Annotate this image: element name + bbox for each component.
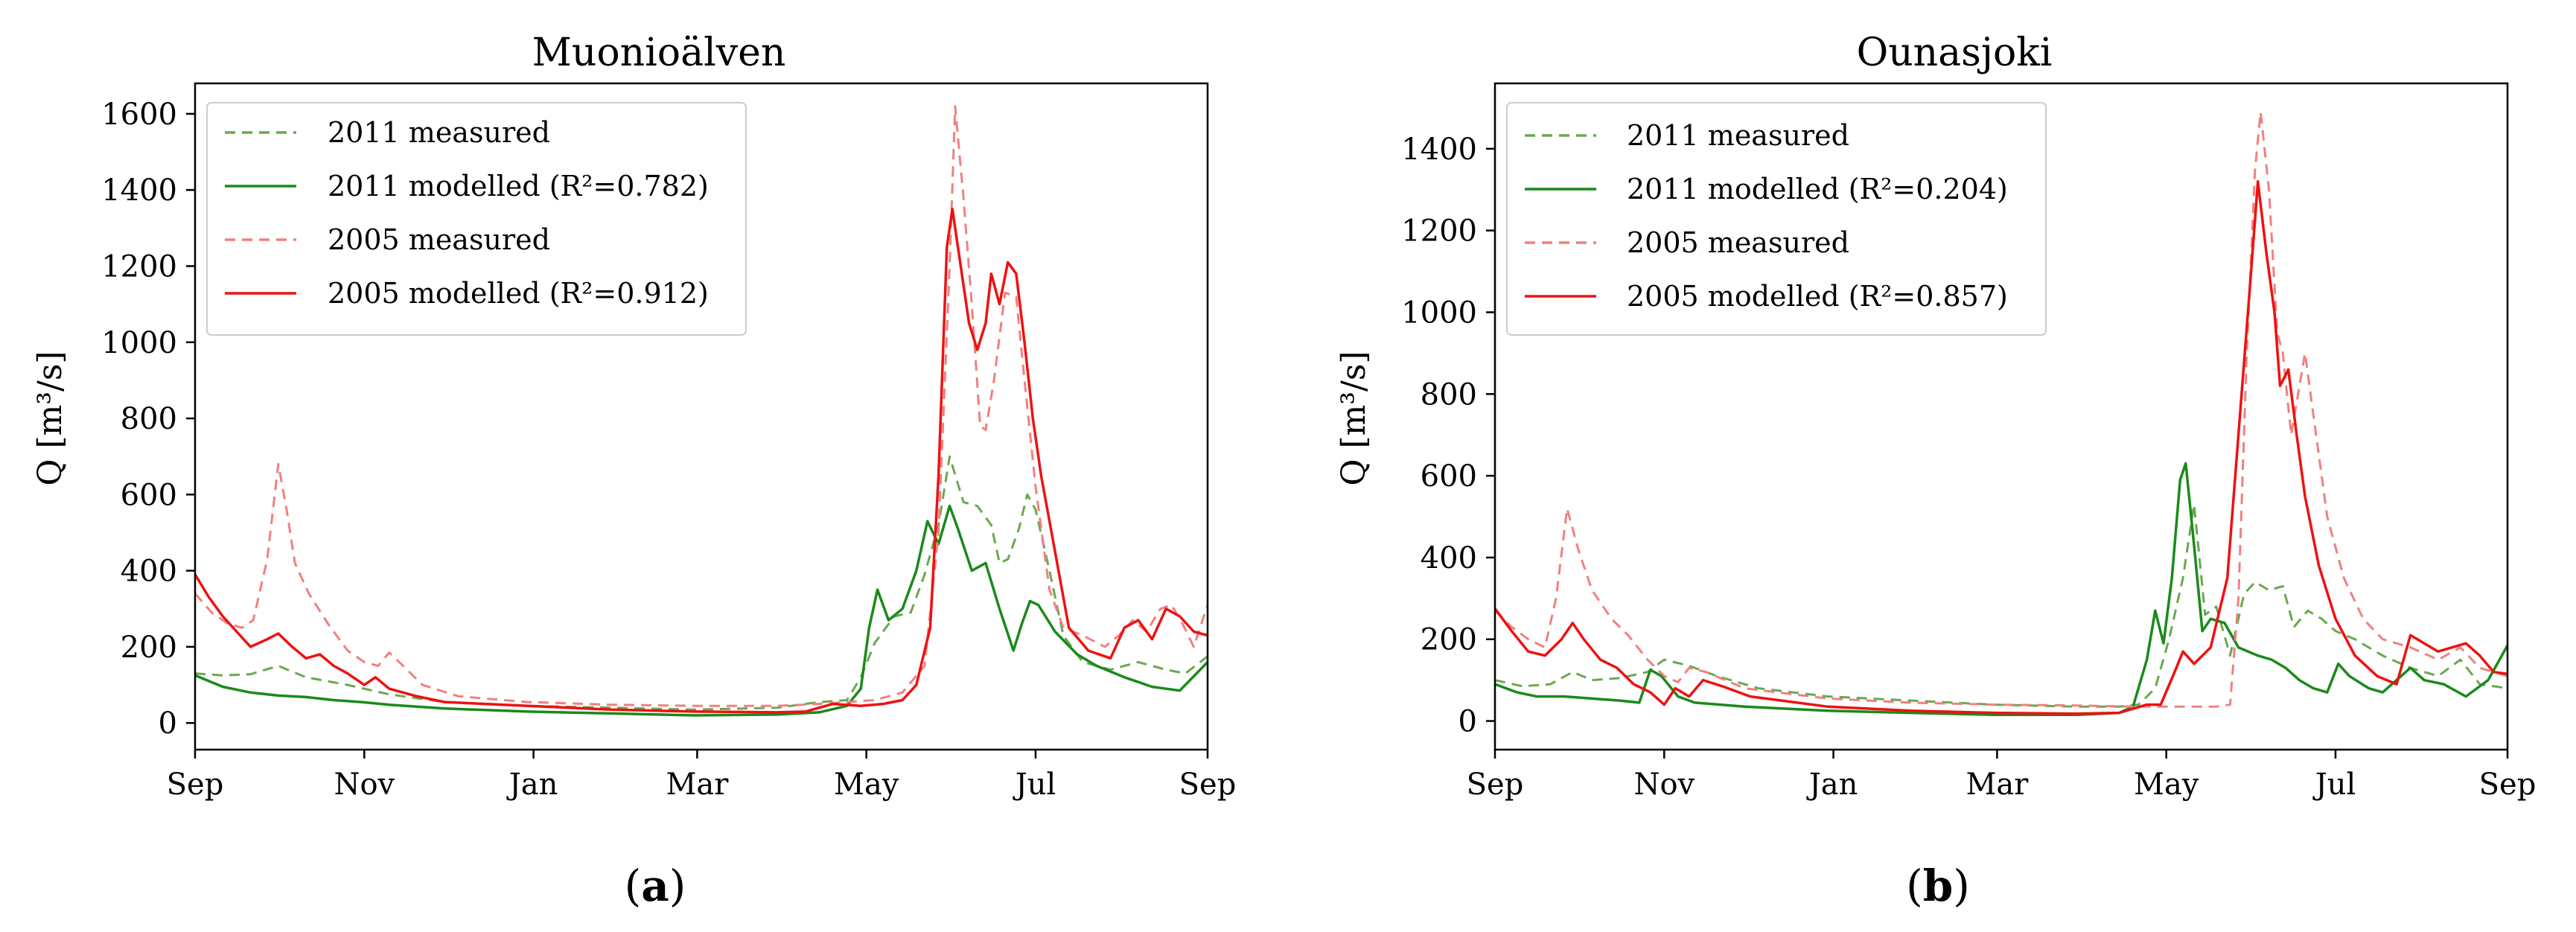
series-line-2011-measured-a (194, 455, 1208, 711)
y-tick-label-a: 1000 (101, 326, 177, 360)
caption-b: (b) (1906, 861, 1970, 911)
y-tick-label-b: 400 (1421, 541, 1477, 575)
legend-b: 2011 measured 2011 modelled (R²=0.204) 2… (1506, 102, 2047, 336)
legend-a: 2011 measured 2011 modelled (R²=0.782) 2… (206, 102, 747, 336)
x-tick-label-b: Sep (1467, 767, 1524, 802)
y-axis-title-a: Q [m³/s] (31, 351, 69, 485)
y-tick-label-b: 800 (1421, 377, 1477, 412)
x-tick-label-a: Sep (1179, 767, 1237, 802)
y-tick-label-a: 1400 (101, 173, 177, 208)
x-tick-label-b: Nov (1633, 767, 1695, 802)
legend-label-2011-modelled-b: 2011 modelled (R²=0.204) (1627, 173, 2008, 205)
x-tick-label-b: Jul (2312, 767, 2356, 802)
x-tick-label-a: Sep (167, 767, 224, 802)
y-tick-label-b: 200 (1421, 623, 1477, 657)
legend-label-2005-modelled-b: 2005 modelled (R²=0.857) (1627, 280, 2008, 313)
series-line-2005-modelled-a (194, 208, 1208, 714)
caption-a: (a) (625, 861, 686, 911)
series-line-2011-modelled-b (1494, 462, 2509, 717)
plot-area-a: Sep Nov Jan Mar May Jul Sep 0 200 400 600 800 1000 12… (101, 98, 1236, 802)
x-tick-label-b: May (2134, 767, 2199, 802)
x-tick-label-b: Mar (1966, 767, 2029, 802)
plot-frame-b (1493, 82, 2509, 751)
x-tick-label-a: Jul (1013, 767, 1056, 802)
legend-box-b (1506, 102, 2047, 336)
caption-letter-b: b (1923, 861, 1954, 911)
y-tick-label-a: 400 (121, 555, 177, 589)
x-tick-label-b: Jan (1806, 767, 1858, 802)
panel-a: Muonioälven Q [m³/s] Sep Nov Jan Mar May Jul S… (31, 31, 1236, 911)
y-tick-label-b: 1200 (1401, 214, 1477, 249)
series-line-2005-measured-a (194, 105, 1209, 707)
panel-b: Ounasjoki Q [m³/s] Sep Nov Jan Mar May Jul Sep… (1335, 31, 2536, 911)
x-tick-label-a: Mar (666, 767, 729, 802)
series-line-2005-measured-b (1493, 110, 2508, 708)
legend-label-2011-measured-b: 2011 measured (1627, 119, 1849, 152)
y-axis-title-b: Q [m³/s] (1335, 351, 1373, 485)
y-tick-label-a: 800 (121, 402, 177, 436)
legend-box-a (206, 102, 747, 336)
x-tick-label-a: Nov (334, 767, 395, 802)
y-tick-label-b: 1400 (1401, 133, 1477, 167)
x-tick-label-b: Sep (2479, 767, 2537, 802)
plot-area-b: Sep Nov Jan Mar May Jul Sep 0 200 400 600 800 1000 12… (1401, 110, 2537, 802)
y-tick-label-a: 1600 (101, 98, 177, 132)
y-tick-label-b: 0 (1458, 705, 1477, 739)
legend-label-2011-measured-a: 2011 measured (328, 116, 550, 149)
y-tick-label-a: 0 (159, 706, 177, 741)
legend-label-2011-modelled-a: 2011 modelled (R²=0.782) (328, 170, 709, 202)
legend-label-2005-measured-b: 2005 measured (1627, 226, 1849, 259)
series-line-2011-modelled-a (194, 504, 1209, 717)
x-tick-label-a: Jan (506, 767, 558, 802)
y-tick-label-a: 200 (121, 631, 177, 665)
y-tick-label-a: 1200 (101, 249, 177, 284)
legend-label-2005-measured-a: 2005 measured (328, 223, 550, 256)
series-line-2011-measured-b (1494, 503, 2508, 708)
y-tick-label-b: 600 (1421, 459, 1477, 494)
series-layer-b (1493, 110, 2509, 717)
y-tick-label-a: 600 (121, 478, 177, 512)
legend-label-2005-modelled-a: 2005 modelled (R²=0.912) (328, 277, 709, 310)
chart-title-a: Muonioälven (532, 31, 786, 75)
series-layer-a (194, 105, 1209, 717)
plot-frame-a (194, 82, 1209, 751)
series-line-2005-modelled-b (1493, 180, 2508, 715)
x-tick-label-a: May (834, 767, 899, 802)
y-tick-label-b: 1000 (1401, 296, 1477, 330)
caption-letter-a: a (641, 861, 669, 911)
chart-title-b: Ounasjoki (1857, 31, 2053, 75)
